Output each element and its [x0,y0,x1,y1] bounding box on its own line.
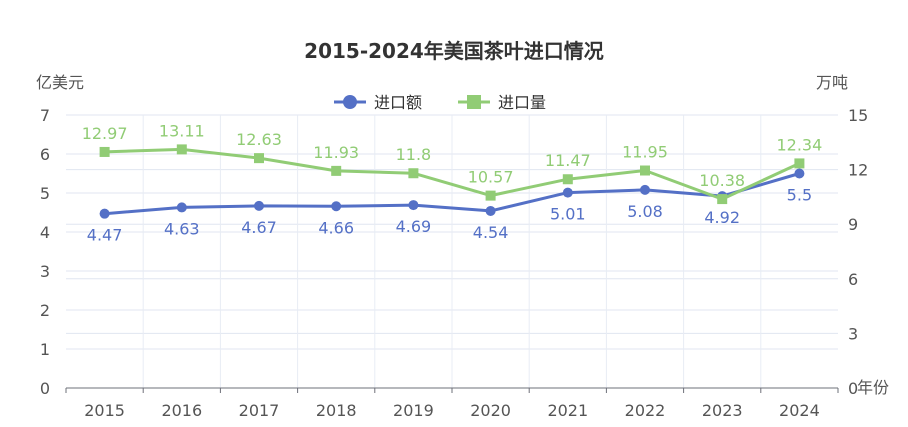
data-point-1-2019 [408,200,419,211]
x-tick-label-2021: 2021 [547,401,588,420]
data-label-1-2021: 5.01 [550,205,586,224]
data-label-2-2016: 13.11 [159,121,205,140]
x-tick-label-2020: 2020 [470,401,511,420]
y-left-tick-label: 1 [40,340,50,359]
y-left-tick-label: 3 [40,262,50,281]
y-right-tick-label: 9 [848,215,858,234]
legend: 进口额 进口量 [334,93,546,112]
y-left-tick-label: 5 [40,184,50,203]
data-point-2-2018 [331,165,342,176]
chart-title: 2015-2024年美国茶叶进口情况 [304,39,604,63]
data-point-1-2017 [254,200,264,211]
data-point-2-2020 [485,190,496,201]
data-label-2-2015: 12.97 [82,124,128,143]
y-left-axis-title: 亿美元 [36,73,84,92]
data-point-1-2024 [794,168,805,179]
y-right-tick-label: 0 [848,379,858,398]
data-point-2-2022 [640,165,650,176]
data-point-2-2021 [562,174,573,185]
data-point-2-2015 [99,146,110,157]
data-label-1-2018: 4.66 [318,218,354,237]
data-point-1-2021 [562,187,573,198]
data-label-1-2019: 4.69 [396,217,432,236]
axes: 2015 2016 2017 2018 2019 2020 2021 2022 2023 2024… [40,106,869,420]
grid [66,114,838,388]
data-point-2-2016 [176,144,187,155]
data-label-2-2022: 11.95 [622,143,668,162]
data-point-2-2017 [254,153,264,164]
data-label-2-2017: 12.63 [236,130,282,149]
y-right-tick-label: 12 [848,161,868,180]
data-point-2-2019 [408,168,419,179]
y-left-tick-label: 6 [40,145,50,164]
y-right-axis-title: 万吨 [816,73,848,92]
data-label-1-2016: 4.63 [164,219,200,238]
data-label-2-2021: 11.47 [545,151,591,170]
data-point-1-2020 [485,205,496,216]
data-label-2-2023: 10.38 [699,171,745,190]
legend-item-1[interactable]: 进口额 [334,93,422,112]
data-label-2-2018: 11.93 [313,143,359,162]
x-tick-label-2018: 2018 [316,401,357,420]
legend-label-2: 进口量 [498,93,546,112]
series-2: 12.97 13.11 12.63 11.93 11.8 10.57 11.47 11.95 1… [82,121,822,205]
data-point-1-2016 [176,202,187,213]
data-label-1-2024: 5.5 [787,186,812,205]
x-tick-label-2022: 2022 [625,401,666,420]
legend-marker-2 [467,95,481,109]
legend-item-2[interactable]: 进口量 [458,93,546,112]
data-point-2-2023 [717,194,728,205]
y-left-tick-label: 4 [40,223,50,242]
data-point-2-2024 [794,158,805,169]
series: 4.47 4.63 4.67 4.66 4.69 4.545.01 5.08 4.925.51… [82,121,823,244]
data-point-1-2022 [640,184,650,195]
y-right-tick-label: 15 [848,106,868,125]
x-tick-label-2019: 2019 [393,401,434,420]
data-label-1-2015: 4.47 [87,226,123,245]
data-label-2-2019: 11.8 [396,145,432,164]
data-label-1-2017: 4.67 [241,218,277,237]
series-line-1 [104,172,800,216]
y-right-tick-label: 3 [848,324,858,343]
data-label-1-2020: 4.54 [473,223,509,242]
x-tick-label-2016: 2016 [161,401,202,420]
y-left-tick-label: 7 [40,106,50,125]
x-tick-label-2023: 2023 [702,401,743,420]
data-label-2-2020: 10.57 [468,168,514,187]
data-label-2-2024: 12.34 [776,135,822,154]
series-1: 4.47 4.63 4.67 4.66 4.69 4.54 5.01 5.08 4.92 5.5 [87,168,812,245]
y-right-tick-label: 6 [848,270,858,289]
x-tick-label-2015: 2015 [84,401,125,420]
x-tick-label-2024: 2024 [779,401,820,420]
x-tick-label-2017: 2017 [239,401,280,420]
data-label-1-2023: 4.92 [704,208,740,227]
data-label-1-2022: 5.08 [627,202,663,221]
data-point-1-2018 [331,201,342,212]
y-left-tick-label: 0 [40,379,50,398]
data-point-1-2015 [99,208,110,219]
x-axis-unit: 年份 [857,378,889,397]
legend-label-1: 进口额 [374,93,422,112]
legend-marker-1 [343,95,357,109]
y-left-tick-label: 2 [40,301,50,320]
series-line-2 [104,147,801,201]
